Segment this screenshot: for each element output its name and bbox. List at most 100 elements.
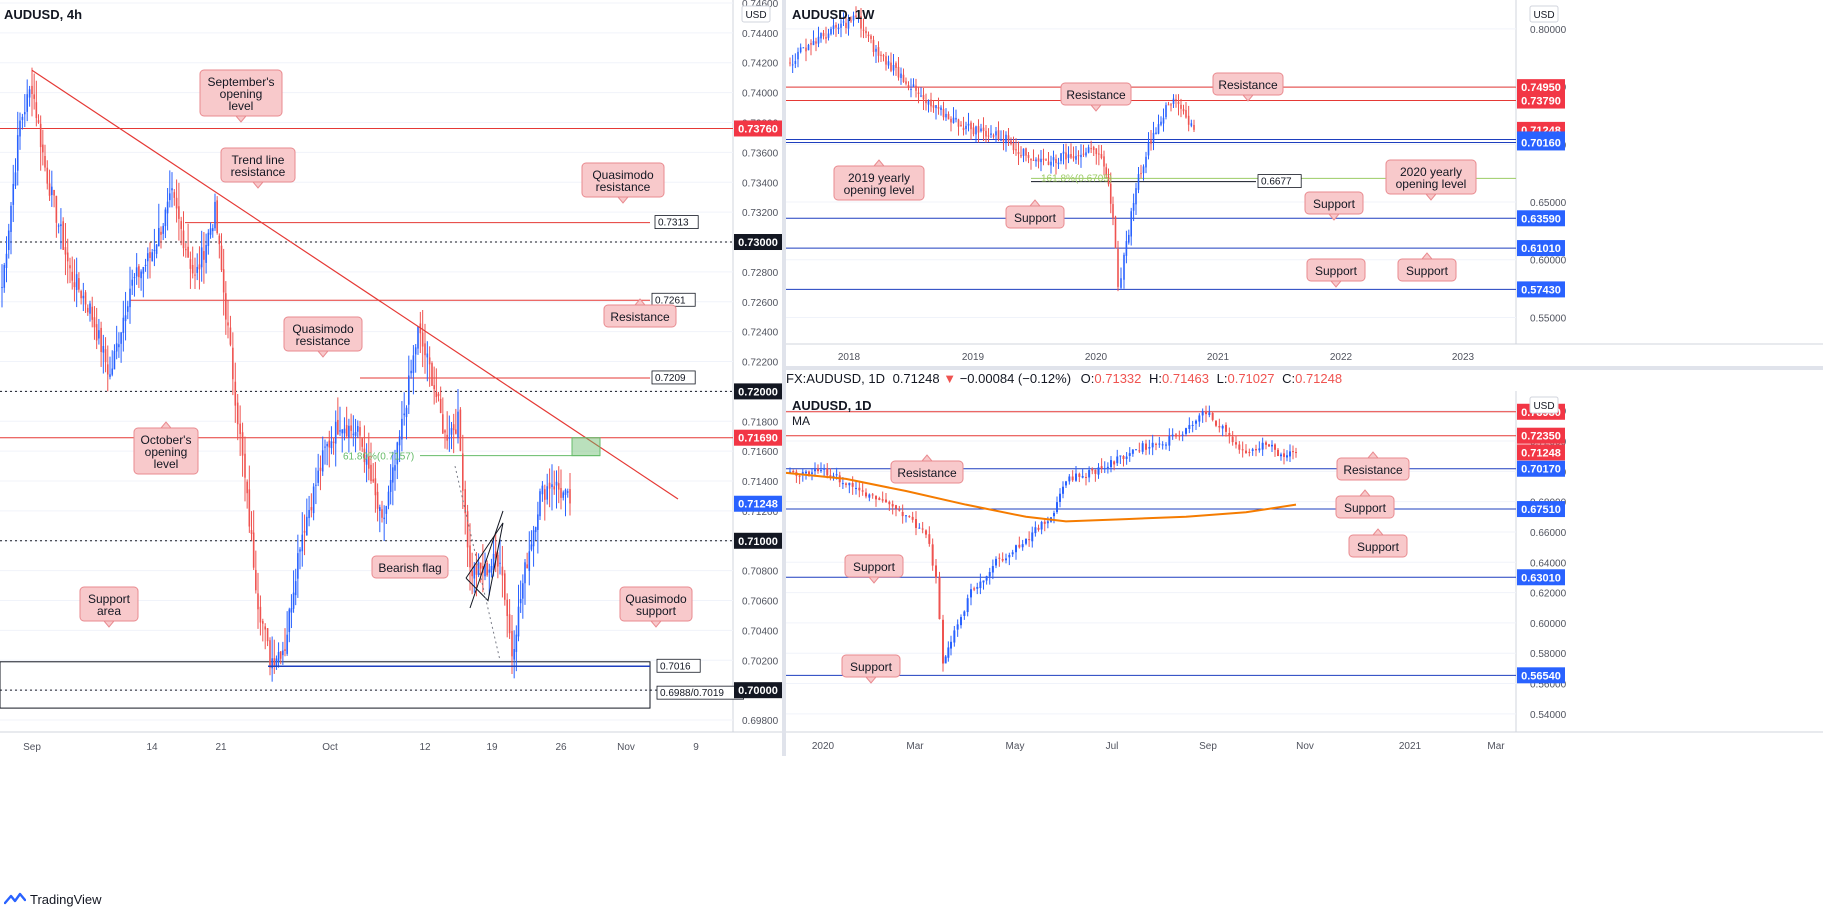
callout-pointer	[867, 576, 881, 584]
y-tick-label: 0.73200	[742, 208, 779, 219]
candle-body	[297, 553, 299, 579]
candle-body	[1132, 203, 1135, 211]
candle-body	[455, 429, 457, 434]
y-tick-label: 0.70600	[742, 597, 779, 608]
candle-body	[317, 470, 319, 483]
candle-body	[841, 483, 844, 485]
candle-body	[534, 527, 537, 533]
y-tick-label: 0.58000	[1530, 649, 1567, 660]
candle-body	[292, 592, 295, 609]
y-tick-label: 0.65000	[1530, 198, 1567, 209]
callout-pointer	[316, 350, 330, 358]
candle-body	[511, 630, 513, 657]
candle-body	[888, 501, 891, 505]
candle-body	[829, 475, 832, 477]
candle-body	[279, 651, 282, 659]
candle-body	[1001, 558, 1004, 561]
candle-body	[817, 36, 820, 44]
candle-body	[282, 650, 284, 656]
panel-divider[interactable]	[786, 366, 1823, 370]
trend-line	[31, 69, 679, 500]
chart-panel-1w[interactable]: 161.8%(0.6705)0.6677 0.800000.750000.700…	[786, 0, 1823, 366]
candle-body	[1053, 512, 1055, 517]
level-value-label: 0.6988/0.7019	[660, 688, 724, 699]
candle-body	[555, 481, 558, 486]
candle-body	[269, 640, 271, 668]
candle-body	[526, 564, 528, 569]
candle-body	[252, 532, 255, 568]
candle-body	[421, 332, 424, 347]
candle-body	[403, 413, 405, 416]
candle-body	[826, 468, 829, 476]
annotation-text: resistance	[231, 165, 286, 179]
candle-body	[508, 614, 511, 634]
currency-label[interactable]: USD	[745, 10, 766, 21]
candle-body	[1228, 432, 1231, 436]
candle-body	[1027, 154, 1030, 158]
candle-body	[162, 225, 164, 234]
candle-body	[947, 647, 950, 658]
currency-label[interactable]: USD	[1533, 10, 1554, 21]
candle-body	[897, 66, 900, 78]
chart-panel-1d[interactable]: 0.740000.720000.700000.680000.660000.640…	[785, 391, 1823, 756]
annotation-text: Support	[1313, 197, 1356, 211]
candle-body	[78, 278, 80, 290]
candle-body	[1060, 153, 1062, 162]
price-tag-label: 0.70160	[1521, 137, 1561, 149]
candle-body	[1188, 425, 1191, 429]
candle-body	[475, 565, 478, 575]
x-tick-label: 2020	[812, 741, 835, 752]
fibonacci-label: 61.80%(0.7157)	[343, 452, 414, 463]
candle-body	[825, 37, 827, 39]
chart-1w[interactable]: 161.8%(0.6705)0.6677 0.800000.750000.700…	[786, 0, 1823, 366]
candle-body	[517, 606, 520, 637]
price-tag-label: 0.63590	[1521, 213, 1561, 225]
chart-panel-4h[interactable]: 61.80%(0.7157) 0.7313 0.7261 0.7209 0.7016 0.…	[0, 0, 782, 756]
candle-body	[140, 271, 142, 279]
candle-body	[871, 494, 874, 496]
price-tag-label: 0.56540	[1521, 670, 1561, 682]
annotation-text: September's	[208, 75, 275, 89]
candle-body	[539, 491, 541, 517]
annotation-text: Bearish flag	[378, 561, 441, 575]
candle-body	[1141, 443, 1144, 452]
candle-body	[1251, 449, 1254, 451]
candle-body	[448, 437, 451, 439]
callout-pointer	[159, 421, 173, 429]
candle-body	[1145, 156, 1147, 168]
candle-body	[1059, 493, 1061, 502]
candle-body	[519, 598, 522, 604]
candle-body	[93, 317, 96, 328]
candle-body	[178, 206, 180, 219]
x-tick-label: 9	[693, 742, 699, 753]
candle-body	[57, 225, 60, 227]
fibonacci-label: 161.8%(0.6705)	[1041, 173, 1112, 184]
candle-body	[266, 628, 269, 642]
chart-1d[interactable]: 0.740000.720000.700000.680000.660000.640…	[785, 391, 1823, 756]
x-tick-label: Sep	[23, 742, 41, 753]
y-tick-label: 0.72200	[742, 358, 779, 369]
price-tag-label: 0.70000	[738, 685, 778, 697]
candle-body	[860, 16, 862, 29]
panel-divider[interactable]	[782, 0, 786, 756]
candle-body	[1047, 161, 1050, 165]
price-tag-label: 0.63010	[1521, 572, 1561, 584]
candle-body	[1045, 159, 1047, 161]
candle-body	[312, 486, 315, 514]
candle-body	[379, 507, 381, 512]
candle-body	[273, 658, 276, 666]
candle-body	[220, 245, 223, 271]
candle-body	[918, 527, 921, 529]
candle-body	[46, 167, 49, 184]
price-tag-label: 0.71248	[1521, 447, 1561, 459]
level-value-box	[651, 370, 696, 385]
candle-body	[1075, 473, 1077, 481]
price-tag	[1517, 210, 1565, 227]
y-tick-label: 0.80000	[1530, 25, 1567, 36]
chart-4h[interactable]: 61.80%(0.7157) 0.7313 0.7261 0.7209 0.7016 0.…	[0, 0, 782, 756]
candle-body	[820, 470, 822, 472]
x-tick-label: 2021	[1399, 741, 1422, 752]
candle-body	[131, 279, 134, 286]
price-tag-label: 0.71690	[738, 433, 778, 445]
currency-label[interactable]: USD	[1533, 401, 1554, 412]
